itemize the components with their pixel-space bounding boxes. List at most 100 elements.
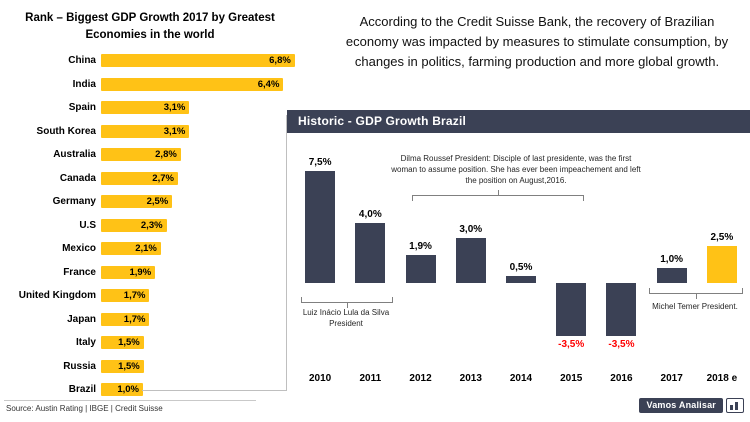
gdp-bar	[606, 283, 637, 336]
gdp-bar	[405, 254, 436, 283]
country-label: Japan	[67, 313, 96, 325]
rank-bar: 1,5%	[101, 336, 144, 350]
year-label: 2010	[308, 373, 332, 384]
lula-bracket	[301, 297, 393, 308]
rank-row-japan: Japan 1,7%	[0, 308, 295, 332]
brand-logo-icon	[726, 398, 744, 413]
rank-value-label: 6,8%	[269, 55, 291, 67]
country-label: Italy	[75, 337, 96, 349]
rank-value-label: 3,1%	[163, 125, 186, 137]
rank-value-label: 2,5%	[146, 196, 169, 208]
year-label: 2013	[459, 373, 482, 384]
rank-value-label: 2,3%	[140, 219, 163, 231]
rank-value-label: 1,7%	[123, 313, 146, 325]
rank-value-label: 2,8%	[155, 149, 177, 161]
year-label: 2014	[509, 373, 533, 384]
country-label: Germany	[52, 196, 96, 208]
year-column-2015: -3,5% 2015	[546, 133, 596, 393]
rank-row-russia: Russia 1,5%	[0, 355, 295, 379]
rank-value-label: 1,7%	[123, 290, 146, 302]
gdp-chart: 7,5% 2010 4,0% 2011 1,9% 2012 3,0% 2013 0,5% 2014…	[287, 133, 750, 393]
country-label: Brazil	[68, 384, 96, 396]
gdp-bar	[556, 283, 587, 336]
year-label: 2015	[560, 373, 583, 384]
rank-row-united-kingdom: United Kingdom 1,7%	[0, 284, 295, 308]
rank-bar: 1,0%	[101, 383, 143, 397]
rank-value-label: 6,4%	[257, 78, 280, 90]
rank-bar: 1,7%	[101, 289, 150, 303]
brand-icon-bar	[735, 402, 738, 410]
year-column-2016: -3,5% 2016	[596, 133, 646, 393]
gdp-value-label: 7,5%	[308, 156, 332, 168]
rank-value-label: 1,0%	[117, 384, 139, 396]
left-chart-title-line1: Rank – Biggest GDP Growth 2017 by Greate…	[25, 12, 275, 24]
country-label: Mexico	[62, 243, 96, 255]
year-label: 2011	[359, 373, 382, 384]
country-label: Spain	[68, 102, 96, 114]
country-label: Australia	[53, 149, 96, 161]
rank-row-france: France 1,9%	[0, 261, 295, 285]
rank-value-label: 1,5%	[118, 337, 140, 349]
rank-bar: 2,7%	[101, 171, 178, 185]
gdp-value-label: 2,5%	[710, 231, 734, 243]
country-label: India	[72, 78, 96, 90]
brazil-callout-horizontal-line	[142, 390, 287, 391]
year-column-2017: 1,0% 2017	[647, 133, 697, 393]
gdp-value-label: 3,0%	[459, 224, 483, 235]
gdp-value-label: 1,9%	[409, 240, 432, 252]
rank-bar: 1,9%	[101, 265, 156, 279]
gdp-value-label: -3,5%	[558, 338, 585, 350]
rank-bar: 2,3%	[101, 218, 167, 232]
gdp-value-label: 0,5%	[509, 261, 533, 273]
rank-value-label: 1,9%	[129, 266, 152, 278]
year-column-2011: 4,0% 2011	[345, 133, 395, 393]
rank-bar: 6,8%	[101, 54, 295, 68]
rank-bar: 1,5%	[101, 359, 144, 373]
rank-value-label: 2,7%	[152, 172, 174, 184]
rank-value-label: 2,1%	[135, 243, 157, 255]
rank-bar: 2,5%	[101, 195, 173, 209]
year-column-2012: 1,9% 2012	[395, 133, 445, 393]
year-column-2018-e: 2,5% 2018 e	[697, 133, 747, 393]
brand-badge: Vamos Analisar	[639, 398, 744, 413]
rank-row-brazil: Brazil 1,0%	[0, 378, 295, 402]
rank-value-label: 3,1%	[163, 102, 186, 114]
lula-annotation: Luiz Inácio Lula da Silva President	[302, 308, 390, 328]
brand-icon-bar	[730, 405, 733, 410]
country-label: Russia	[63, 360, 96, 372]
rank-row-canada: Canada 2,7%	[0, 167, 295, 191]
gdp-chart-header: Historic - GDP Growth Brazil	[287, 110, 750, 133]
rank-row-spain: Spain 3,1%	[0, 96, 295, 120]
rank-bar: 2,8%	[101, 148, 181, 162]
country-label: U.S	[79, 219, 96, 231]
rank-row-italy: Italy 1,5%	[0, 331, 295, 355]
gdp-value-label: 4,0%	[358, 209, 382, 220]
temer-bracket	[649, 288, 743, 299]
temer-annotation: Michel Temer President.	[652, 302, 738, 311]
year-label: 2017	[660, 373, 683, 384]
brand-name: Vamos Analisar	[639, 398, 723, 413]
country-label: Canada	[59, 172, 96, 184]
rank-bar: 3,1%	[101, 124, 190, 138]
gdp-bar	[455, 238, 486, 283]
year-column-2014: 0,5% 2014	[496, 133, 546, 393]
rank-bar: 1,7%	[101, 312, 150, 326]
rank-row-australia: Australia 2,8%	[0, 143, 295, 167]
rank-row-china: China 6,8%	[0, 49, 295, 73]
gdp-bar	[305, 170, 336, 283]
year-label: 2018 e	[706, 373, 738, 384]
gdp-bar	[505, 275, 536, 283]
year-label: 2012	[409, 373, 432, 384]
country-label: France	[63, 266, 96, 278]
brazil-callout-vertical-line	[286, 115, 287, 390]
gdp-value-label: 1,0%	[660, 254, 684, 265]
rank-value-label: 1,5%	[118, 360, 140, 372]
gdp-value-label: -3,5%	[608, 338, 635, 350]
country-label: United Kingdom	[18, 290, 96, 302]
year-column-2010: 7,5% 2010	[295, 133, 345, 393]
left-chart-title-line2: Economies in the world	[85, 29, 215, 41]
left-chart-title: Rank – Biggest GDP Growth 2017 by Greate…	[8, 10, 292, 44]
rank-row-south-korea: South Korea 3,1%	[0, 120, 295, 144]
country-label: China	[68, 55, 96, 67]
